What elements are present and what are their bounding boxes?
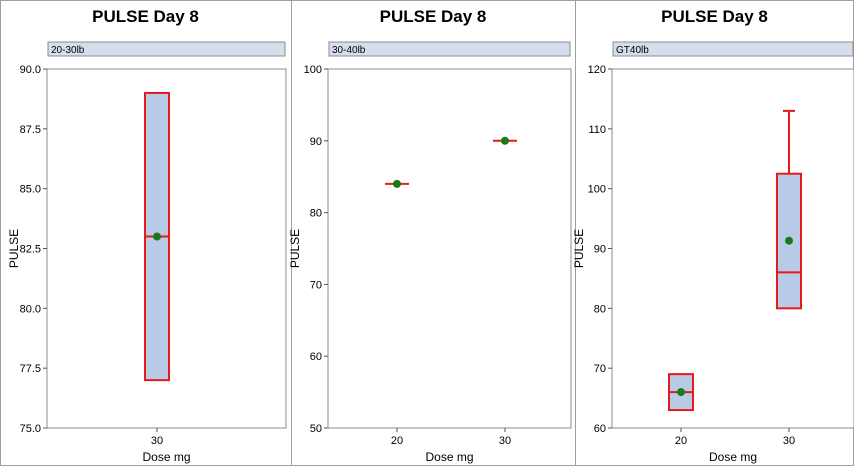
y-axis-label: PULSE	[572, 229, 586, 268]
y-tick-label: 85.0	[20, 184, 41, 196]
y-tick-label: 77.5	[20, 363, 41, 375]
x-tick-label: 30	[783, 435, 795, 447]
y-tick-label: 70	[594, 363, 606, 375]
y-tick-label: 80	[310, 208, 322, 220]
chart-title: PULSE Day 8	[92, 7, 199, 26]
x-axis-label: Dose mg	[425, 450, 473, 464]
y-tick-label: 82.5	[20, 244, 41, 256]
y-tick-label: 90	[310, 136, 322, 148]
y-tick-label: 87.5	[20, 124, 41, 136]
panel-label: 30-40lb	[332, 45, 366, 56]
y-axis-label: PULSE	[288, 229, 302, 268]
y-tick-label: 100	[304, 64, 322, 76]
y-tick-label: 80.0	[20, 303, 41, 315]
panel-label: GT40lb	[616, 45, 649, 56]
panel-strip	[612, 41, 854, 57]
y-axis-label: PULSE	[7, 229, 21, 268]
y-tick-label: 120	[588, 64, 606, 76]
panel-strip	[47, 41, 286, 57]
y-tick-label: 110	[588, 124, 606, 136]
plot-area	[327, 68, 572, 429]
y-tick-label: 90.0	[20, 64, 41, 76]
y-tick-label: 60	[594, 423, 606, 435]
x-tick-label: 20	[675, 435, 687, 447]
mean-marker	[501, 136, 509, 145]
x-tick-label: 20	[391, 435, 403, 447]
y-tick-label: 80	[594, 303, 606, 315]
y-tick-label: 75.0	[20, 423, 41, 435]
y-tick-label: 100	[588, 184, 606, 196]
x-tick-label: 30	[499, 435, 511, 447]
mean-marker	[393, 179, 401, 188]
x-tick-label: 30	[151, 435, 163, 447]
mean-marker	[153, 232, 161, 241]
x-axis-label: Dose mg	[142, 450, 190, 464]
chart-title: PULSE Day 8	[661, 7, 768, 26]
x-axis-label: Dose mg	[709, 450, 757, 464]
mean-marker	[677, 388, 685, 397]
y-tick-label: 60	[310, 351, 322, 363]
plot-area	[611, 68, 854, 429]
panel-strip	[328, 41, 571, 57]
y-tick-label: 90	[594, 244, 606, 256]
mean-marker	[785, 236, 793, 245]
y-tick-label: 50	[310, 423, 322, 435]
panel-label: 20-30lb	[51, 45, 85, 56]
y-tick-label: 70	[310, 279, 322, 291]
chart-title: PULSE Day 8	[380, 7, 487, 26]
